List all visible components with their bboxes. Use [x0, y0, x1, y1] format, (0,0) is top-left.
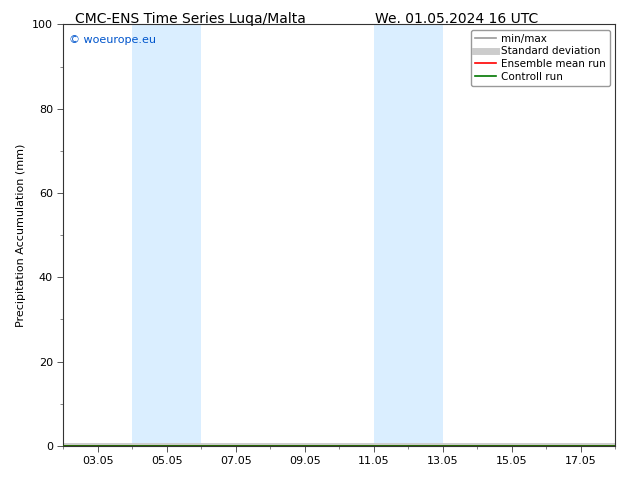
- Text: We. 01.05.2024 16 UTC: We. 01.05.2024 16 UTC: [375, 12, 538, 26]
- Text: © woeurope.eu: © woeurope.eu: [69, 35, 156, 45]
- Legend: min/max, Standard deviation, Ensemble mean run, Controll run: min/max, Standard deviation, Ensemble me…: [470, 30, 610, 86]
- Bar: [373, 24, 443, 446]
- Y-axis label: Precipitation Accumulation (mm): Precipitation Accumulation (mm): [16, 144, 27, 327]
- Bar: [133, 24, 202, 446]
- Text: CMC-ENS Time Series Luqa/Malta: CMC-ENS Time Series Luqa/Malta: [75, 12, 306, 26]
